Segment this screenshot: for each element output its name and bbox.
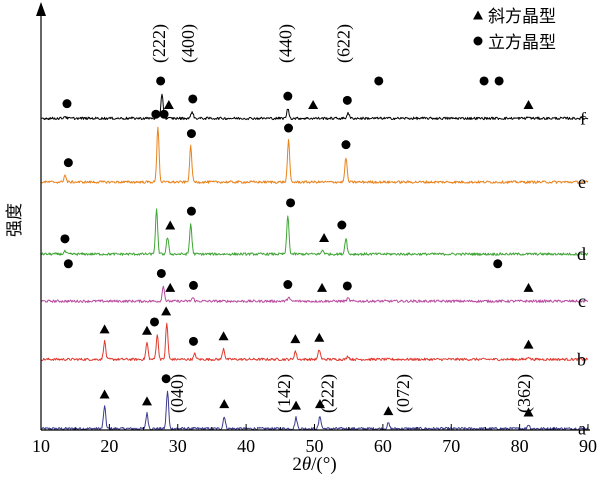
x-axis-label: 2θ/(°) <box>292 454 336 475</box>
phase-marker-circle-d-1 <box>186 206 196 216</box>
phase-marker-triangle-c-1 <box>317 282 328 292</box>
phase-marker-triangle-c-2 <box>523 282 534 292</box>
phase-marker-triangle-a-5 <box>383 406 394 416</box>
phase-marker-triangle-a-3 <box>291 400 302 410</box>
phase-marker-triangle-a-6 <box>523 407 534 417</box>
phase-marker-circle-e-1 <box>151 109 161 119</box>
miller-ortho-0: (040) <box>167 374 188 413</box>
curve-label-a: a <box>578 419 586 439</box>
phase-marker-circle-c-0 <box>63 259 73 269</box>
phase-marker-triangle-a-4 <box>314 399 325 409</box>
phase-marker-triangle-d-0 <box>165 220 176 230</box>
miller-cubic-3: (622) <box>333 24 354 63</box>
phase-marker-circle-f-7 <box>494 76 504 86</box>
y-axis-label: 强度 <box>5 203 25 237</box>
x-tick-label-7: 80 <box>511 436 529 456</box>
phase-marker-triangle-c-0 <box>165 282 176 292</box>
x-tick-label-5: 60 <box>374 436 392 456</box>
x-tick-label-0: 10 <box>32 436 50 456</box>
legend-marker-0 <box>473 10 483 20</box>
phase-marker-circle-b-0 <box>150 317 160 327</box>
phase-marker-circle-f-2 <box>188 94 198 104</box>
phase-marker-circle-c-4 <box>342 281 352 291</box>
phase-markers <box>60 76 534 417</box>
x-tick-label-2: 30 <box>169 436 187 456</box>
phase-marker-circle-f-4 <box>342 95 352 105</box>
series-curves: a b c d e f <box>40 93 589 439</box>
phase-marker-circle-d-2 <box>286 198 296 208</box>
curve-label-c: c <box>578 291 586 311</box>
phase-marker-circle-d-3 <box>337 220 347 230</box>
phase-marker-triangle-b-5 <box>314 332 325 342</box>
phase-marker-triangle-b-0 <box>99 324 110 334</box>
phase-marker-circle-f-0 <box>62 99 72 109</box>
phase-marker-circle-c-5 <box>493 259 503 269</box>
phase-marker-circle-f-1 <box>156 76 166 86</box>
phase-marker-circle-c-1 <box>156 268 166 278</box>
miller-cubic-0: (222) <box>149 24 170 63</box>
x-tick-label-3: 40 <box>237 436 255 456</box>
x-tick-label-8: 90 <box>579 436 597 456</box>
legend-marker-1 <box>473 36 483 46</box>
miller-cubic-2: (440) <box>275 24 296 63</box>
curve-label-b: b <box>577 349 586 369</box>
phase-marker-triangle-a-1 <box>141 396 152 406</box>
phase-marker-triangle-b-6 <box>523 339 534 349</box>
phase-marker-circle-c-3 <box>283 280 293 290</box>
miller-ortho-1: (142) <box>274 374 295 413</box>
miller-ortho-2: (222) <box>318 374 339 413</box>
phase-marker-circle-c-2 <box>188 280 198 290</box>
phase-marker-circle-f-5 <box>374 76 384 86</box>
x-axis-label-part-1: θ <box>302 454 311 475</box>
miller-ortho-4: (362) <box>514 374 535 413</box>
x-axis-label-part-0: 2 <box>292 454 302 475</box>
series-line-b <box>40 322 589 362</box>
phase-marker-circle-e-4 <box>284 123 294 133</box>
phase-marker-circle-e-0 <box>63 158 73 168</box>
curve-label-e: e <box>578 172 586 192</box>
phase-marker-triangle-b-4 <box>290 334 301 344</box>
phase-marker-triangle-a-0 <box>99 389 110 399</box>
phase-marker-circle-e-3 <box>186 129 196 139</box>
series-line-f <box>40 93 589 121</box>
phase-marker-triangle-b-2 <box>161 306 172 316</box>
series-line-c <box>40 285 589 303</box>
phase-marker-triangle-d-1 <box>319 232 330 242</box>
axes: 10 20 30 40 50 60 70 80 90 2θ/(°) 强度 <box>5 2 597 475</box>
y-axis-arrow <box>36 2 46 16</box>
series-line-d <box>41 208 589 256</box>
phase-marker-triangle-b-1 <box>141 325 152 335</box>
phase-marker-circle-a-0 <box>161 374 171 384</box>
phase-marker-circle-d-0 <box>60 234 70 244</box>
phase-marker-triangle-f-0 <box>163 99 174 109</box>
phase-marker-circle-f-3 <box>283 91 293 101</box>
x-axis-label-part-2: /(°) <box>311 454 337 475</box>
phase-marker-triangle-a-2 <box>219 399 230 409</box>
phase-marker-triangle-b-3 <box>218 331 229 341</box>
phase-marker-circle-e-5 <box>341 140 351 150</box>
x-tick-label-1: 20 <box>100 436 118 456</box>
phase-marker-circle-b-1 <box>188 336 198 346</box>
phase-marker-circle-e-2 <box>159 109 169 119</box>
curve-label-d: d <box>577 244 586 264</box>
series-line-e <box>40 126 589 184</box>
phase-marker-circle-f-6 <box>479 76 489 86</box>
phase-marker-triangle-f-2 <box>523 99 534 109</box>
curve-label-f: f <box>580 108 586 128</box>
x-tick-label-6: 70 <box>442 436 460 456</box>
miller-cubic-1: (400) <box>178 24 199 63</box>
miller-ortho-3: (072) <box>393 374 414 413</box>
miller-index-labels: (222) (400) (440) (622) (040) (142) (222) (072)… <box>149 24 535 413</box>
x-tick-label-4: 50 <box>306 436 324 456</box>
phase-marker-triangle-f-1 <box>308 99 319 109</box>
legend-label-0: 斜方晶型 <box>488 7 556 27</box>
legend-label-1: 立方晶型 <box>488 33 556 53</box>
